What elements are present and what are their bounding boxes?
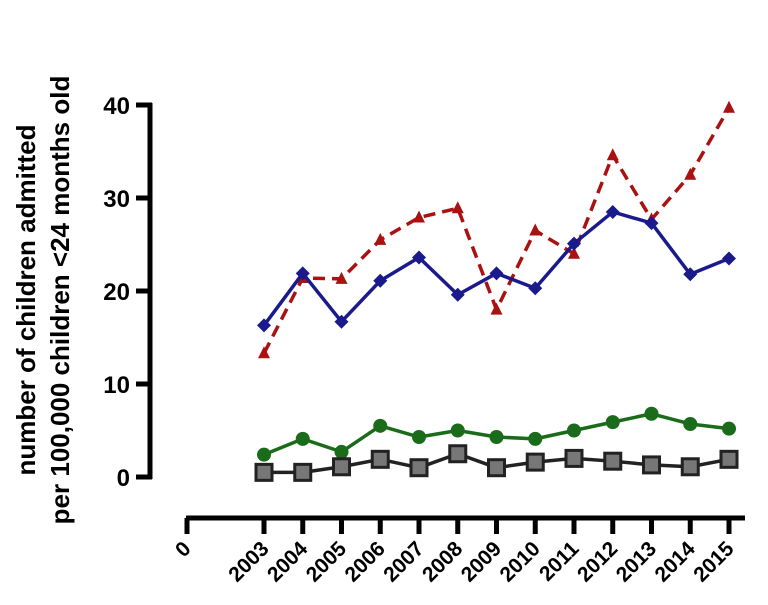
x-tick-label: 2008 bbox=[418, 537, 468, 587]
triangle-marker bbox=[374, 232, 387, 245]
square-marker bbox=[642, 455, 661, 475]
y-tick-label: 20 bbox=[103, 279, 130, 306]
triangle-marker bbox=[413, 210, 425, 223]
circle-marker bbox=[373, 418, 388, 433]
circle-marker bbox=[528, 431, 543, 446]
square-marker bbox=[680, 457, 700, 477]
y-axis-title-line-1: number of children admitted bbox=[11, 124, 41, 475]
square-marker bbox=[564, 448, 584, 468]
square-marker bbox=[448, 444, 468, 464]
x-origin-label: 0 bbox=[171, 537, 196, 562]
diamond-marker bbox=[722, 251, 736, 266]
triangle-marker bbox=[606, 148, 619, 161]
y-tick-label: 0 bbox=[117, 465, 130, 492]
square-marker bbox=[603, 451, 623, 471]
diamond-marker bbox=[334, 314, 349, 329]
square-marker bbox=[332, 457, 351, 477]
triangle-marker bbox=[490, 302, 503, 315]
diamond-marker bbox=[412, 250, 426, 265]
y-tick-label: 10 bbox=[103, 372, 130, 399]
diamond-marker bbox=[489, 266, 504, 281]
square-marker bbox=[487, 458, 506, 478]
square-marker bbox=[254, 462, 274, 482]
diamond-marker bbox=[567, 236, 581, 251]
x-tick-label: 2011 bbox=[535, 537, 584, 586]
diamond-marker bbox=[295, 266, 310, 281]
x-tick-label: 2013 bbox=[612, 537, 661, 586]
diamond-marker bbox=[373, 273, 388, 288]
square-marker bbox=[525, 452, 545, 472]
diamond-marker bbox=[683, 267, 698, 282]
y-tick-label: 30 bbox=[103, 186, 130, 213]
x-tick-label: 2007 bbox=[379, 537, 428, 586]
diamond-marker bbox=[450, 287, 465, 302]
triangle-marker bbox=[335, 271, 348, 284]
y-axis-title: number of children admitted per 100,000 … bbox=[11, 76, 75, 525]
circle-marker bbox=[489, 430, 504, 445]
x-tick-label: 2012 bbox=[573, 537, 622, 586]
x-tick-label: 2009 bbox=[457, 537, 506, 586]
series-layer bbox=[254, 100, 739, 482]
circle-marker bbox=[722, 421, 736, 436]
triangle-marker bbox=[529, 223, 542, 236]
axes bbox=[136, 102, 745, 534]
series-2 bbox=[257, 204, 736, 333]
triangle-marker bbox=[568, 246, 580, 259]
square-marker bbox=[409, 458, 429, 478]
square-marker bbox=[293, 462, 313, 482]
circle-marker bbox=[644, 406, 659, 421]
triangle-marker bbox=[258, 346, 270, 359]
triangle-marker bbox=[451, 201, 464, 214]
x-tick-label: 2004 bbox=[263, 537, 313, 587]
circle-marker bbox=[567, 423, 581, 438]
series-3 bbox=[257, 406, 736, 462]
x-tick-label: 2015 bbox=[689, 537, 739, 587]
diamond-marker bbox=[257, 318, 271, 333]
x-tick-label: 2003 bbox=[224, 537, 273, 586]
diamond-marker bbox=[644, 216, 659, 231]
triangle-marker bbox=[684, 167, 697, 180]
circle-marker bbox=[412, 430, 426, 445]
y-axis-title-line-2: per 100,000 children <24 months old bbox=[45, 76, 75, 525]
x-tick-label: 2010 bbox=[495, 537, 544, 586]
series-4 bbox=[254, 444, 739, 482]
tick-labels: 0102030402003200420052006200720082009201… bbox=[103, 93, 738, 587]
x-tick-label: 2006 bbox=[340, 537, 389, 586]
circle-marker bbox=[450, 423, 465, 438]
square-marker bbox=[719, 449, 739, 469]
diamond-marker bbox=[605, 204, 620, 219]
circle-marker bbox=[295, 431, 310, 446]
square-marker bbox=[370, 449, 390, 469]
circle-marker bbox=[605, 415, 620, 430]
x-tick-label: 2014 bbox=[650, 537, 700, 587]
y-tick-label: 40 bbox=[103, 93, 130, 120]
x-tick-label: 2005 bbox=[302, 537, 352, 587]
circle-marker bbox=[683, 416, 698, 431]
series-1 bbox=[258, 100, 735, 359]
triangle-marker bbox=[723, 100, 735, 113]
circle-marker bbox=[334, 444, 349, 459]
circle-marker bbox=[257, 447, 271, 462]
diamond-marker bbox=[528, 281, 543, 296]
